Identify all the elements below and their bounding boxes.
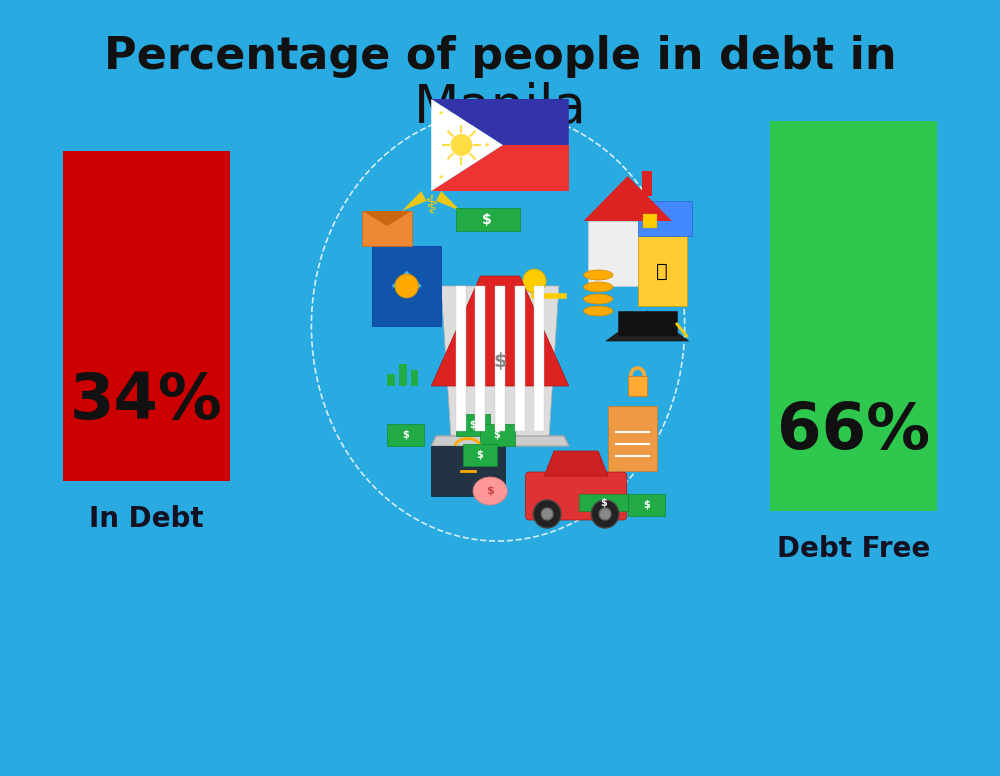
Polygon shape bbox=[642, 171, 652, 196]
Polygon shape bbox=[436, 191, 461, 211]
Polygon shape bbox=[584, 176, 672, 221]
Polygon shape bbox=[643, 214, 657, 228]
Text: 34%: 34% bbox=[70, 370, 223, 432]
Polygon shape bbox=[544, 451, 608, 476]
Text: 66%: 66% bbox=[777, 400, 930, 462]
Text: $: $ bbox=[494, 430, 500, 440]
Polygon shape bbox=[628, 494, 665, 516]
Ellipse shape bbox=[584, 270, 613, 280]
Circle shape bbox=[523, 269, 546, 293]
Text: $: $ bbox=[402, 430, 409, 440]
Polygon shape bbox=[431, 145, 569, 191]
Polygon shape bbox=[372, 246, 441, 326]
Polygon shape bbox=[495, 286, 505, 431]
Circle shape bbox=[541, 508, 553, 520]
Text: $: $ bbox=[482, 213, 492, 227]
Polygon shape bbox=[431, 276, 569, 386]
Polygon shape bbox=[618, 311, 677, 336]
Polygon shape bbox=[588, 221, 667, 286]
Text: $: $ bbox=[486, 486, 494, 496]
Polygon shape bbox=[387, 374, 395, 386]
Circle shape bbox=[591, 500, 619, 528]
Polygon shape bbox=[638, 236, 687, 306]
Polygon shape bbox=[456, 414, 490, 436]
Polygon shape bbox=[431, 436, 569, 446]
Text: $: $ bbox=[469, 420, 476, 430]
Polygon shape bbox=[480, 424, 515, 446]
Circle shape bbox=[451, 134, 472, 156]
Text: ★: ★ bbox=[438, 174, 444, 180]
Text: Debt Free: Debt Free bbox=[777, 535, 930, 563]
Polygon shape bbox=[431, 446, 505, 496]
Polygon shape bbox=[402, 191, 426, 211]
Text: Manila: Manila bbox=[414, 82, 586, 134]
Polygon shape bbox=[534, 286, 544, 431]
Polygon shape bbox=[392, 271, 421, 296]
Polygon shape bbox=[463, 444, 497, 466]
Ellipse shape bbox=[584, 306, 613, 316]
Text: ⚕: ⚕ bbox=[424, 194, 438, 218]
Polygon shape bbox=[441, 286, 559, 436]
FancyBboxPatch shape bbox=[770, 121, 937, 511]
Polygon shape bbox=[399, 364, 407, 386]
Text: ★: ★ bbox=[483, 142, 489, 148]
Circle shape bbox=[395, 274, 418, 298]
Polygon shape bbox=[456, 208, 520, 231]
Text: In Debt: In Debt bbox=[89, 505, 204, 533]
Text: $: $ bbox=[643, 500, 650, 510]
Polygon shape bbox=[606, 311, 689, 341]
Text: $: $ bbox=[600, 498, 607, 508]
Polygon shape bbox=[475, 286, 485, 431]
Polygon shape bbox=[638, 201, 692, 236]
Polygon shape bbox=[431, 99, 503, 191]
Text: %: % bbox=[647, 311, 667, 331]
Text: $: $ bbox=[493, 352, 507, 370]
Ellipse shape bbox=[473, 477, 507, 505]
Text: ★: ★ bbox=[438, 109, 444, 116]
Circle shape bbox=[599, 508, 611, 520]
Text: $: $ bbox=[476, 450, 483, 460]
Text: Percentage of people in debt in: Percentage of people in debt in bbox=[104, 34, 896, 78]
Ellipse shape bbox=[584, 282, 613, 292]
Polygon shape bbox=[431, 99, 569, 145]
Polygon shape bbox=[387, 424, 424, 446]
Polygon shape bbox=[515, 286, 525, 431]
Circle shape bbox=[533, 500, 561, 528]
Polygon shape bbox=[362, 211, 412, 246]
Polygon shape bbox=[628, 376, 647, 396]
Polygon shape bbox=[411, 370, 418, 386]
FancyBboxPatch shape bbox=[526, 472, 627, 520]
Polygon shape bbox=[608, 406, 657, 471]
Polygon shape bbox=[362, 211, 412, 226]
Text: 🏦: 🏦 bbox=[656, 262, 668, 280]
FancyBboxPatch shape bbox=[63, 151, 230, 481]
Polygon shape bbox=[579, 494, 628, 511]
Polygon shape bbox=[456, 286, 466, 431]
Ellipse shape bbox=[584, 294, 613, 304]
